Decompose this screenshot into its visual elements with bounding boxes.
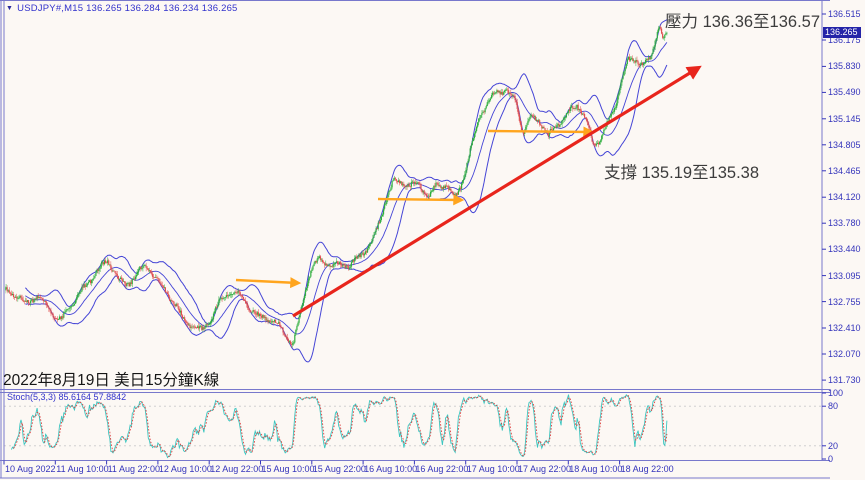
bollinger-middle-band xyxy=(25,42,668,335)
time-axis-label: 15 Aug 10:00 xyxy=(261,464,315,474)
level-arrow-1[interactable] xyxy=(235,277,302,289)
time-axis-label: 18 Aug 22:00 xyxy=(620,464,674,474)
symbol-info: ▼ USDJPY#,M15 136.265 136.284 136.234 136… xyxy=(6,3,238,14)
price-axis-label: 132.755 xyxy=(828,296,861,307)
time-axis-label: 17 Aug 22:00 xyxy=(518,464,572,474)
stoch-k-line xyxy=(10,393,668,459)
indicator-label: Stoch(5,3,3) 85.6164 57.8842 xyxy=(7,392,127,402)
time-axis-label: 12 Aug 22:00 xyxy=(210,464,264,474)
price-axis-label: 133.095 xyxy=(828,270,861,281)
price-axis-label: 135.830 xyxy=(828,61,861,72)
stoch-axis-label: 0 xyxy=(828,454,834,464)
time-axis-label: 18 Aug 10:00 xyxy=(569,464,623,474)
support-annotation: 支撐 135.19至135.38 xyxy=(604,164,760,182)
price-axis-label: 134.805 xyxy=(828,139,861,150)
level-arrow-3[interactable] xyxy=(487,126,595,138)
collapse-arrow-icon[interactable]: ▼ xyxy=(6,5,14,12)
price-axis-label: 132.070 xyxy=(828,349,861,360)
price-axis-label: 133.440 xyxy=(828,244,861,255)
stoch-pane xyxy=(10,393,668,459)
bull-candle-bodies xyxy=(5,27,668,345)
bear-candle-bodies xyxy=(6,27,664,345)
level-arrow-2[interactable] xyxy=(377,194,465,206)
price-axis-label: 136.175 xyxy=(828,35,861,45)
price-axis-label: 135.490 xyxy=(828,87,861,98)
price-axis-label: 134.465 xyxy=(828,165,861,176)
main-pane xyxy=(5,19,668,363)
price-axis-label: 131.730 xyxy=(828,375,861,386)
time-axis-label: 10 Aug 2022 xyxy=(5,464,56,474)
price-axis-label: 133.780 xyxy=(828,218,861,229)
time-axis-label: 11 Aug 22:00 xyxy=(107,464,160,474)
time-axis-label: 16 Aug 22:00 xyxy=(415,464,469,474)
stoch-axis-label: 20 xyxy=(828,440,839,451)
symbol-ohlc-text: USDJPY#,M15 136.265 136.284 136.234 136.… xyxy=(17,3,238,14)
price-axis-label: 134.120 xyxy=(828,192,861,203)
time-axis-label: 15 Aug 22:00 xyxy=(312,464,366,474)
time-axis-label: 11 Aug 10:00 xyxy=(56,464,109,474)
time-axis-label: 16 Aug 10:00 xyxy=(364,464,418,474)
stoch-axis-label: 100 xyxy=(828,388,844,398)
time-axis-label: 12 Aug 10:00 xyxy=(158,464,212,474)
uptrend-line[interactable] xyxy=(292,65,702,318)
stoch-axis-label: 80 xyxy=(828,401,839,412)
bollinger-upper-band xyxy=(24,19,668,325)
time-axis-label: 17 Aug 10:00 xyxy=(466,464,520,474)
price-axis-label: 136.515 xyxy=(828,9,861,19)
price-axis-label: 135.145 xyxy=(828,113,861,124)
date-title: 2022年8月19日 美日15分鐘K線 xyxy=(3,372,220,389)
resistance-annotation: 壓力 136.36至136.57 xyxy=(665,13,821,31)
bull-candle-wicks xyxy=(5,25,668,348)
current-price-tag: 136.265 xyxy=(823,27,861,39)
stoch-d-line xyxy=(13,395,668,458)
bear-candle-wicks xyxy=(6,25,663,348)
price-axis-label: 132.410 xyxy=(828,323,861,334)
